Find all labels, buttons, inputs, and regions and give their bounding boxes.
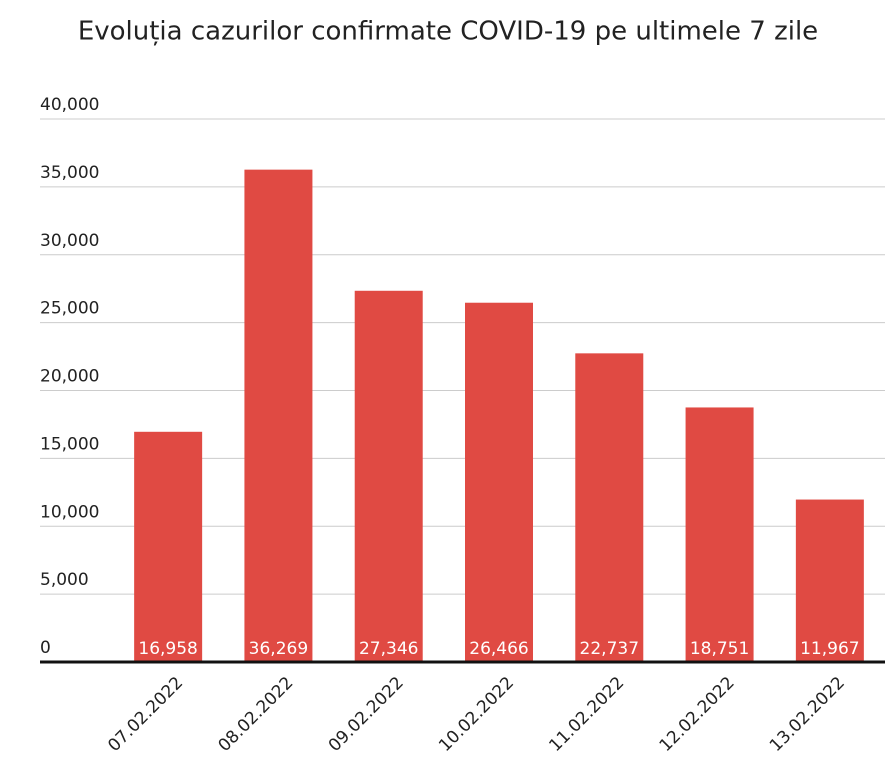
- x-tick-label: 09.02.2022: [325, 673, 408, 756]
- bar: [685, 407, 754, 662]
- chart-title: Evoluția cazurilor confirmate COVID-19 p…: [78, 17, 818, 47]
- bar: [354, 290, 423, 662]
- value-label: 36,269: [249, 639, 308, 659]
- y-tick-label: 35,000: [40, 163, 99, 183]
- value-label: 22,737: [580, 639, 639, 659]
- y-tick-label: 25,000: [40, 299, 99, 319]
- x-tick-label: 10.02.2022: [435, 673, 518, 756]
- bar: [134, 431, 203, 662]
- y-tick-label: 15,000: [40, 434, 99, 454]
- value-label: 16,958: [138, 639, 197, 659]
- value-label: 26,466: [469, 639, 528, 659]
- bar: [795, 499, 864, 662]
- x-tick-label: 08.02.2022: [215, 673, 298, 756]
- y-tick-label: 30,000: [40, 231, 99, 251]
- value-label: 27,346: [359, 639, 418, 659]
- x-tick-label: 07.02.2022: [104, 673, 187, 756]
- value-label: 11,967: [800, 639, 859, 659]
- y-tick-label: 10,000: [40, 502, 99, 522]
- y-tick-label: 5,000: [40, 570, 89, 590]
- y-tick-label: 20,000: [40, 367, 99, 387]
- bar: [465, 302, 533, 662]
- bar: [575, 353, 644, 662]
- y-tick-label: 40,000: [40, 95, 99, 115]
- bar: [244, 169, 313, 663]
- y-tick-label: 0: [40, 638, 51, 658]
- x-tick-label: 13.02.2022: [766, 673, 849, 756]
- value-label: 18,751: [690, 639, 749, 659]
- x-tick-label: 11.02.2022: [545, 673, 628, 756]
- x-tick-label: 12.02.2022: [656, 673, 739, 756]
